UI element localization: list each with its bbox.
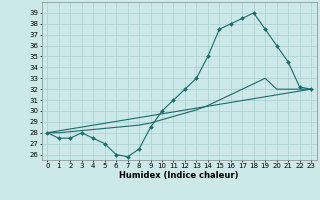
X-axis label: Humidex (Indice chaleur): Humidex (Indice chaleur) — [119, 171, 239, 180]
